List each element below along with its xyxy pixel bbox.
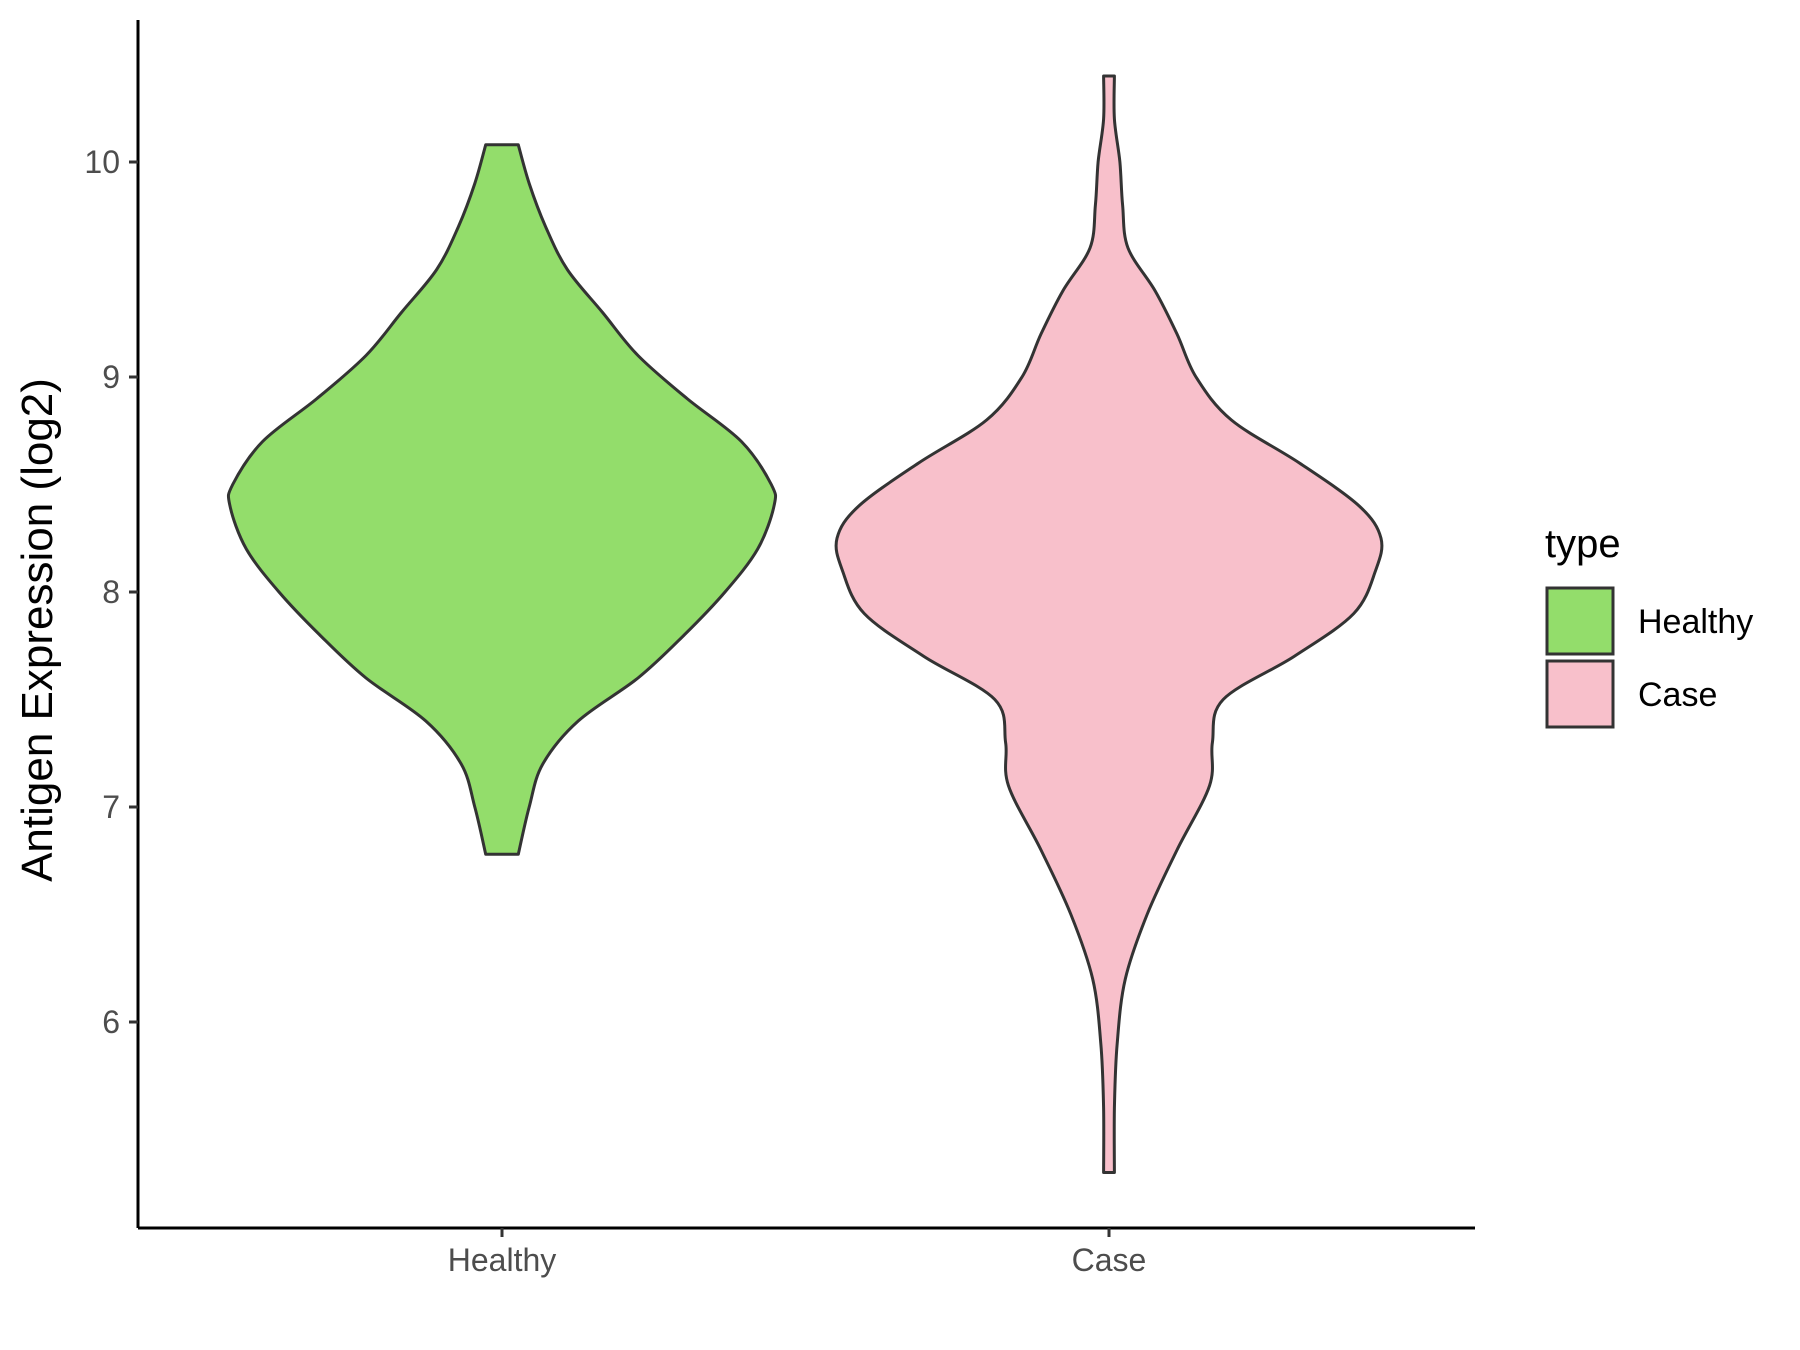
x-axis: Healthy Case xyxy=(138,1226,1475,1278)
legend-label-healthy: Healthy xyxy=(1638,603,1753,641)
y-tick-label: 9 xyxy=(102,359,120,395)
y-tick-label: 7 xyxy=(102,789,120,825)
violin-case xyxy=(834,74,1384,1174)
legend: type Healthy Case xyxy=(1545,522,1753,729)
legend-label-case: Case xyxy=(1638,676,1717,714)
y-tick-label: 10 xyxy=(84,144,120,180)
legend-title: type xyxy=(1545,522,1621,566)
violin-healthy xyxy=(226,143,778,856)
x-tick-label-healthy: Healthy xyxy=(448,1242,557,1278)
x-tick-label-case: Case xyxy=(1072,1242,1147,1278)
y-tick-label: 8 xyxy=(102,574,120,610)
legend-swatch-case xyxy=(1545,659,1615,729)
y-axis-title: Antigen Expression (log2) xyxy=(13,378,62,882)
violins-layer xyxy=(226,74,1384,1174)
y-axis: 6 7 8 9 10 xyxy=(84,20,140,1228)
y-tick-label: 6 xyxy=(102,1004,120,1040)
legend-swatch-healthy xyxy=(1545,586,1615,656)
